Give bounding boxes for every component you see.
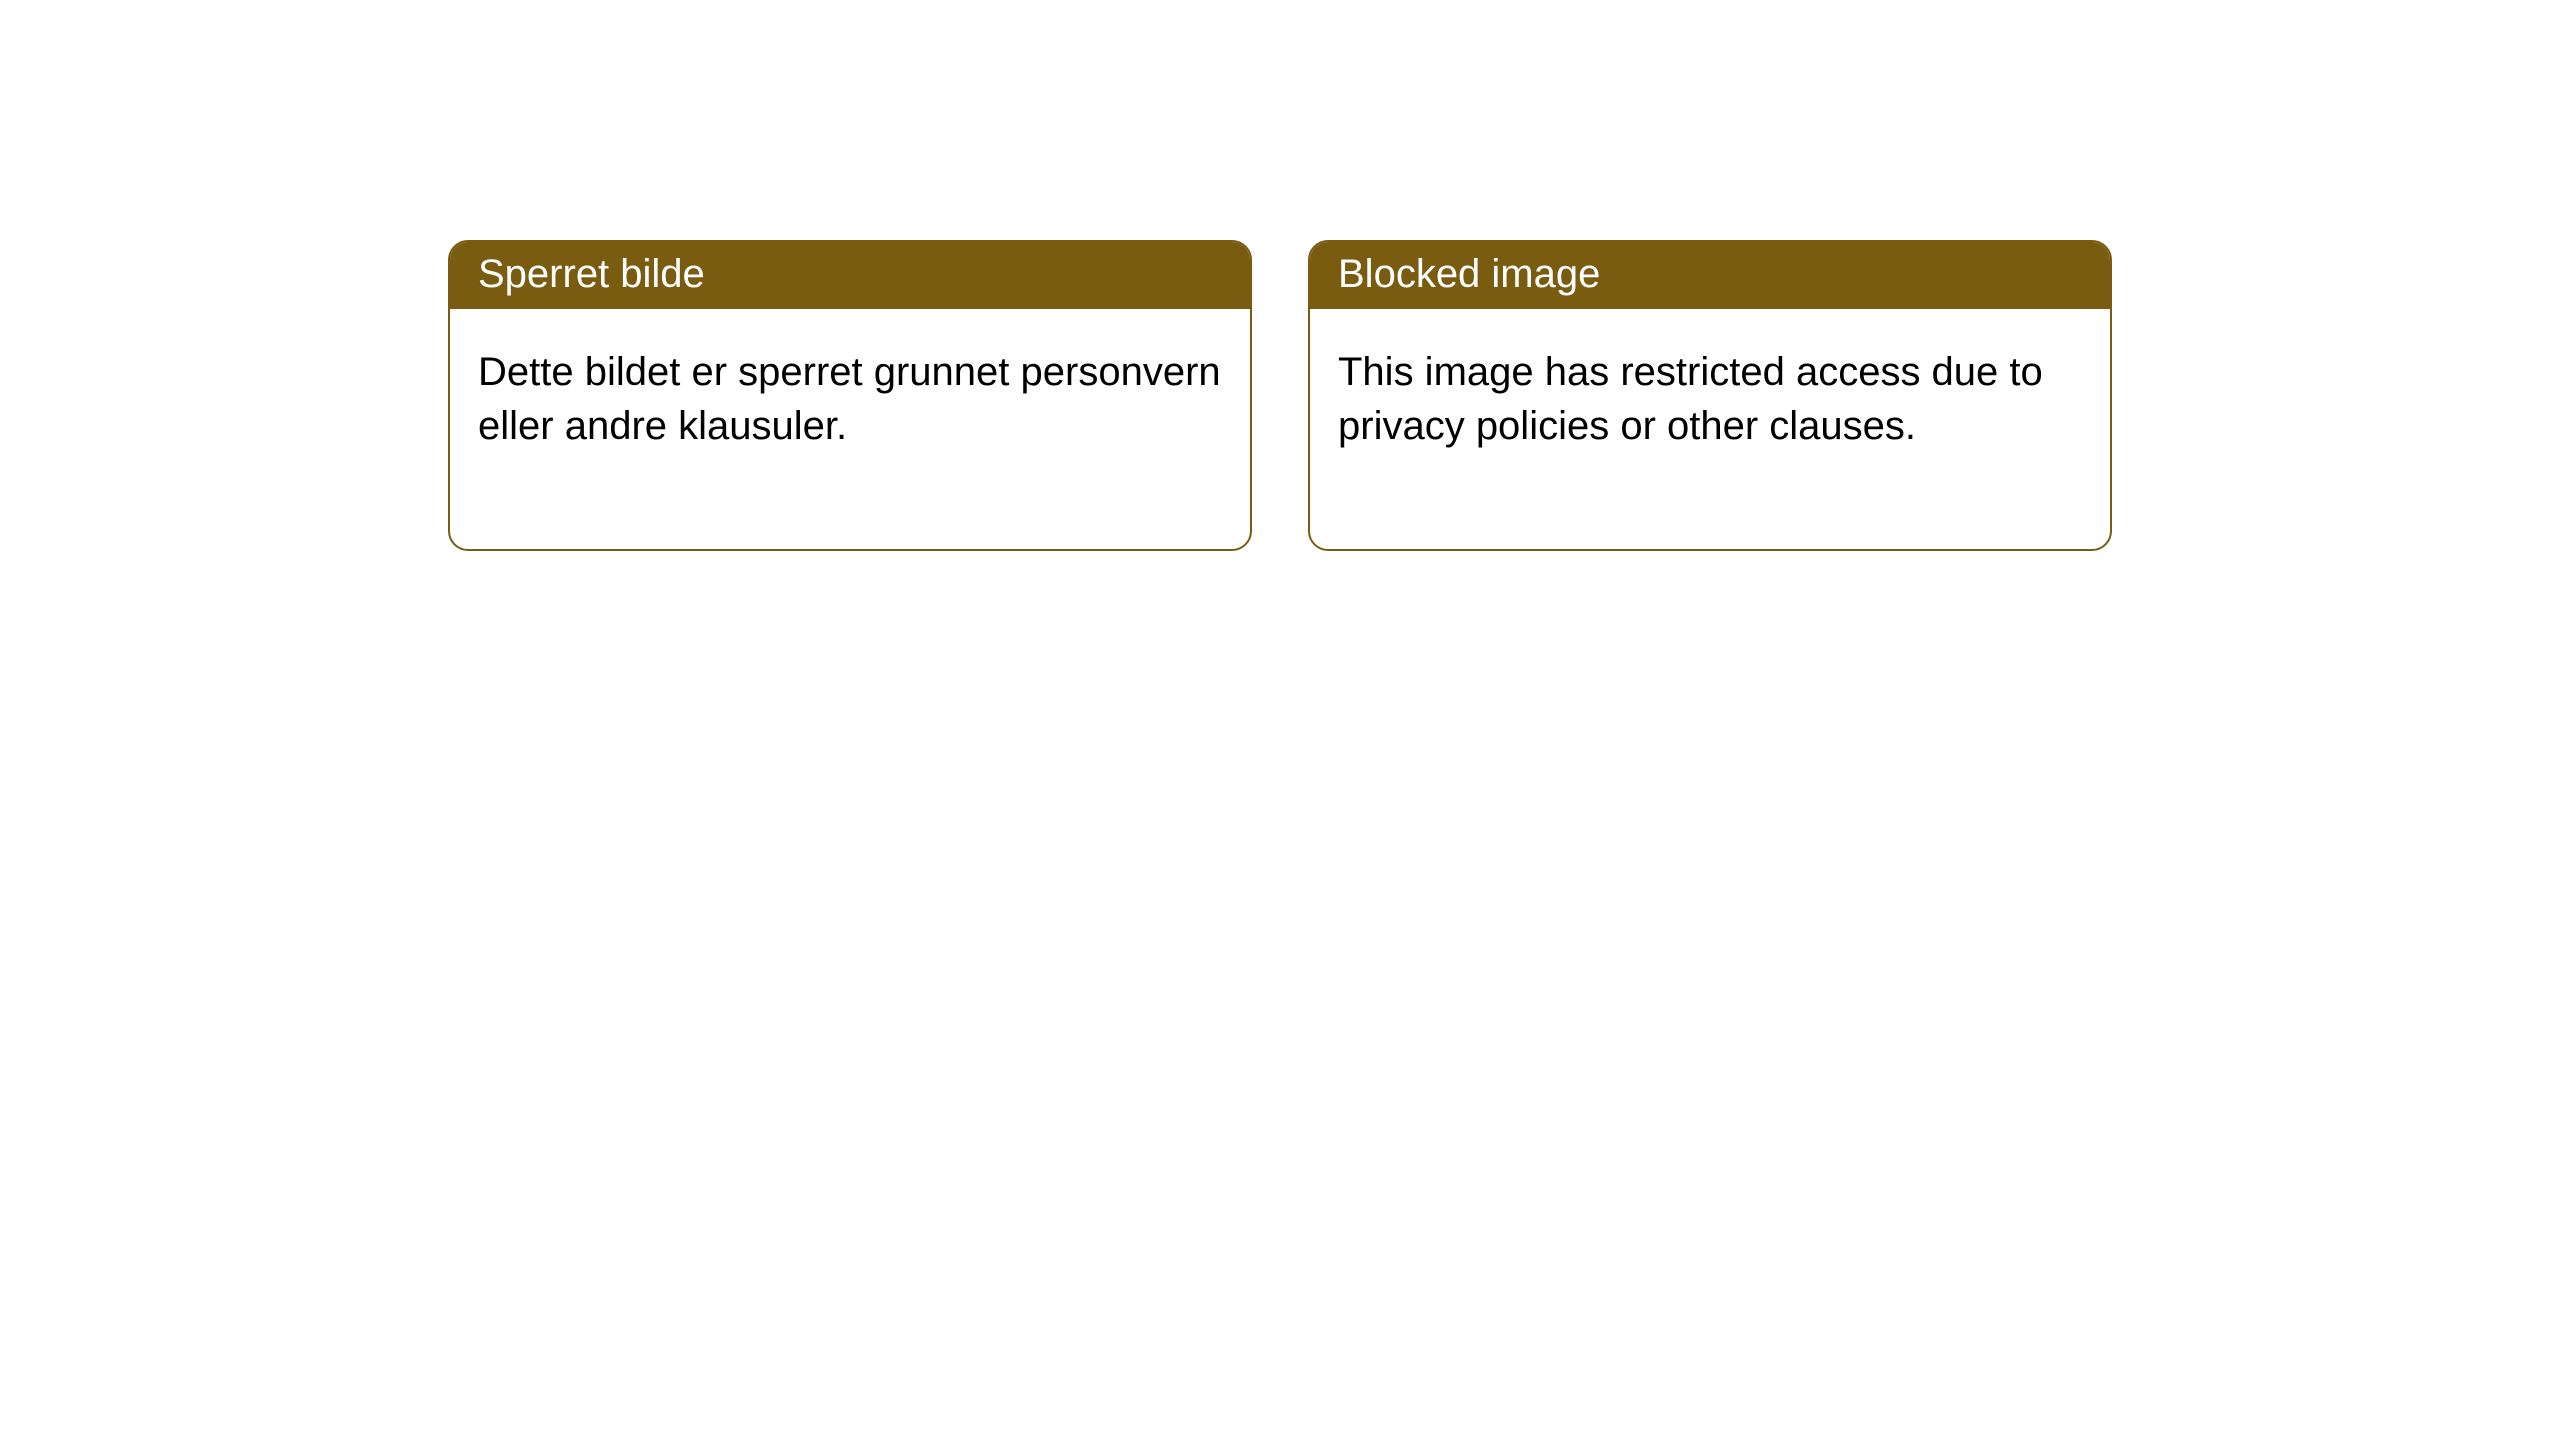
notice-card-body: Dette bildet er sperret grunnet personve… [450,309,1250,549]
notice-card-header: Sperret bilde [450,242,1250,309]
notice-card-english: Blocked image This image has restricted … [1308,240,2112,551]
notice-card-norwegian: Sperret bilde Dette bildet er sperret gr… [448,240,1252,551]
notice-card-body: This image has restricted access due to … [1310,309,2110,549]
notice-card-header: Blocked image [1310,242,2110,309]
notice-container: Sperret bilde Dette bildet er sperret gr… [0,0,2560,551]
